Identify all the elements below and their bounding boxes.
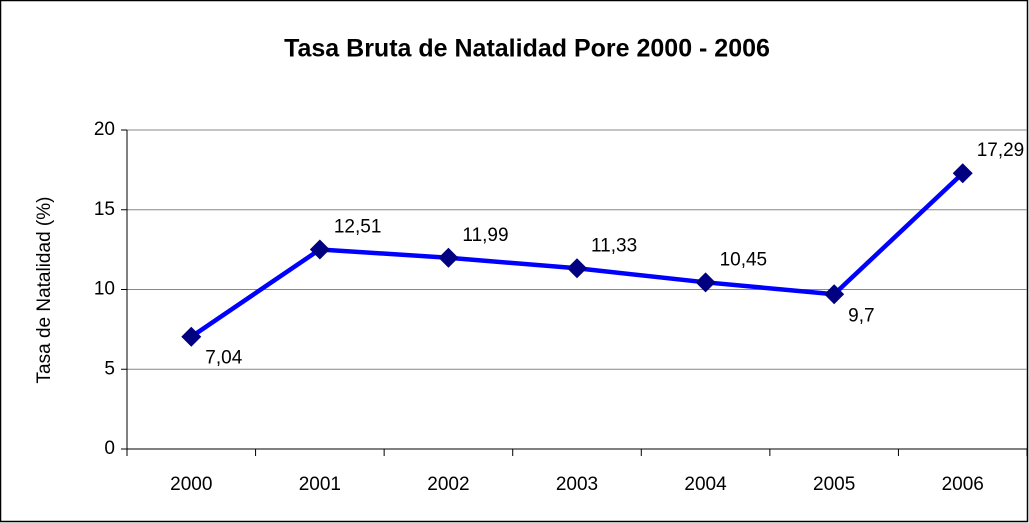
data-point bbox=[952, 163, 973, 184]
x-tick-label: 2006 bbox=[942, 474, 984, 495]
y-tick-label: 5 bbox=[104, 358, 115, 379]
x-tick-label: 2001 bbox=[299, 474, 341, 495]
data-label: 10,45 bbox=[720, 249, 768, 270]
chart-title: Tasa Bruta de Natalidad Pore 2000 - 2006 bbox=[284, 35, 770, 63]
data-label: 11,99 bbox=[462, 225, 508, 246]
x-tick-label: 2005 bbox=[813, 474, 855, 495]
y-tick-label: 10 bbox=[94, 279, 115, 300]
data-label: 11,33 bbox=[591, 235, 637, 256]
data-point bbox=[438, 247, 459, 268]
y-axis-label: Tasa de Natalidad (%) bbox=[34, 197, 55, 384]
data-label: 17,29 bbox=[977, 140, 1025, 161]
data-point bbox=[567, 258, 587, 279]
x-tick-label: 2004 bbox=[684, 474, 727, 495]
data-label: 9,7 bbox=[848, 305, 874, 326]
data-point bbox=[695, 272, 716, 293]
data-label: 12,51 bbox=[334, 216, 382, 237]
x-tick-label: 2002 bbox=[427, 474, 469, 495]
x-tick-label: 2000 bbox=[170, 474, 212, 495]
data-point bbox=[309, 239, 330, 260]
data-point bbox=[824, 284, 845, 305]
y-tick-label: 15 bbox=[94, 199, 115, 220]
data-label: 7,04 bbox=[205, 348, 242, 369]
x-tick-label: 2003 bbox=[556, 474, 598, 495]
y-tick-label: 20 bbox=[94, 119, 115, 140]
y-tick-label: 0 bbox=[104, 438, 115, 459]
data-point bbox=[181, 326, 202, 347]
